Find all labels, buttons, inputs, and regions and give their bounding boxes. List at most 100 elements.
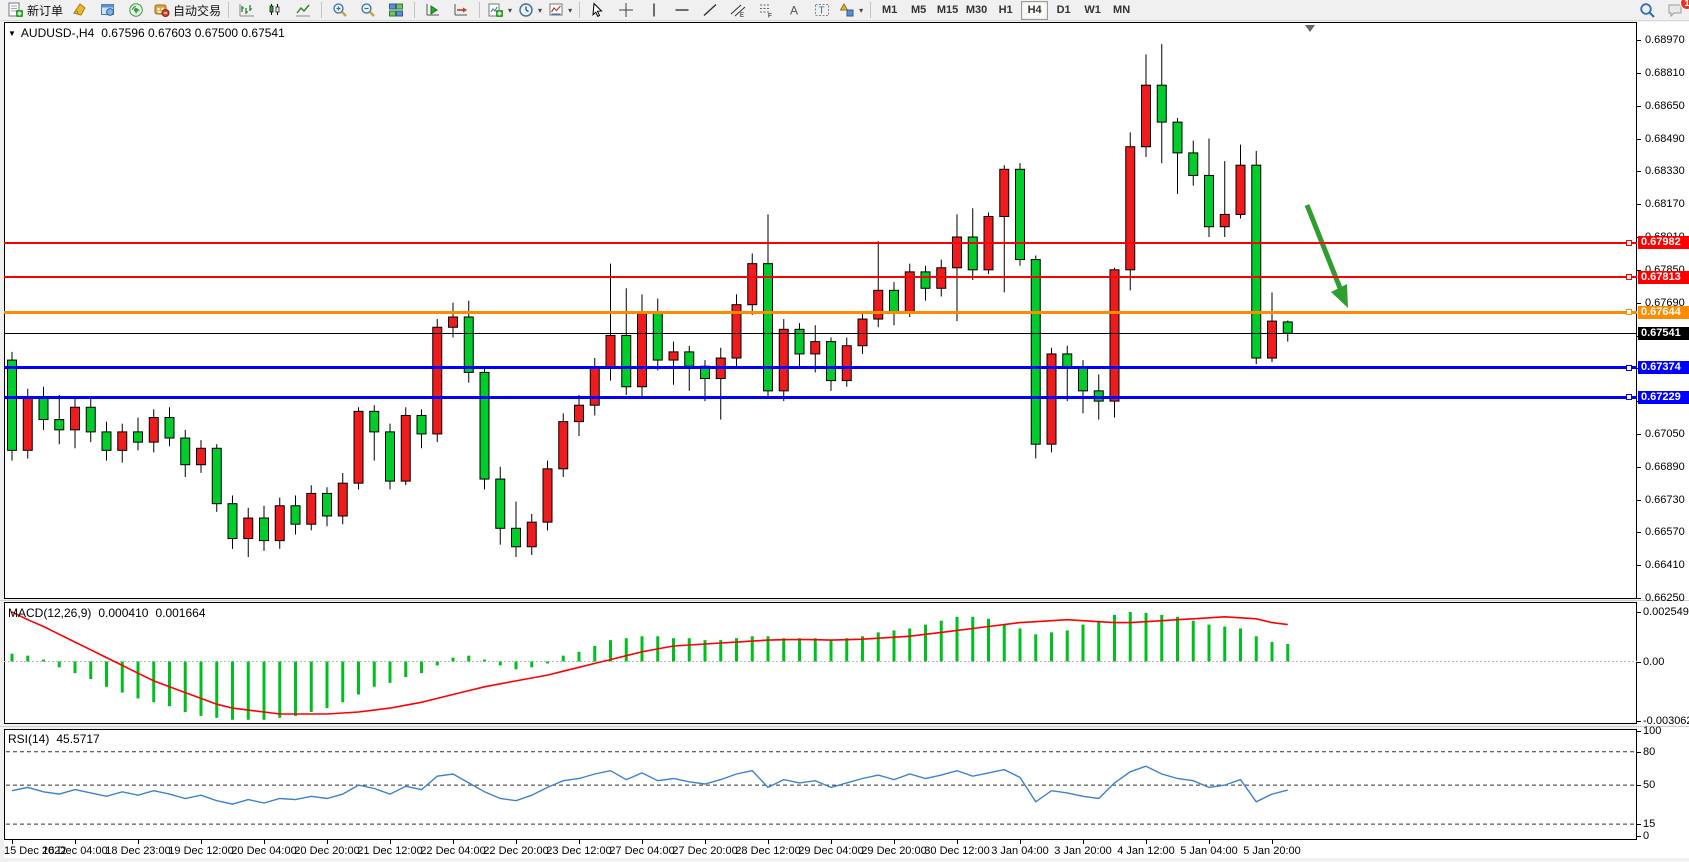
- line-handle[interactable]: [1626, 309, 1632, 316]
- candle: [873, 289, 884, 320]
- channel-button[interactable]: E: [724, 0, 752, 21]
- price-level-label: 0.67982: [1638, 236, 1689, 250]
- toolbar-separator: [228, 2, 230, 18]
- timeframe-m5[interactable]: M5: [910, 4, 927, 16]
- templates-button[interactable]: ▾: [545, 0, 575, 21]
- price-level-line[interactable]: [4, 241, 1637, 244]
- price-level-line[interactable]: [4, 332, 1637, 334]
- auto-trading-icon: [153, 2, 170, 18]
- auto-arrange-button[interactable]: [419, 0, 447, 21]
- bar-chart-icon: [239, 2, 255, 18]
- horizontal-line-button[interactable]: [668, 0, 696, 21]
- auto-trading-button[interactable]: 自动交易: [150, 0, 224, 21]
- candle: [70, 406, 80, 431]
- template-icon: [548, 2, 564, 18]
- line-handle[interactable]: [1626, 274, 1632, 281]
- periods-button[interactable]: ▾: [515, 0, 545, 21]
- time-label: 28 Dec 12:00: [735, 845, 801, 857]
- time-tick: [1146, 840, 1147, 844]
- candle: [511, 527, 521, 548]
- toolbar-separator: [870, 2, 872, 18]
- crosshair-button[interactable]: [612, 0, 640, 21]
- price-tick: [1637, 72, 1641, 74]
- candle: [652, 312, 663, 361]
- price-tick-label: 0.67050: [1645, 427, 1685, 440]
- signals-button[interactable]: [122, 0, 150, 21]
- price-level-line[interactable]: [4, 395, 1637, 399]
- time-axis[interactable]: [4, 840, 1637, 858]
- trend-arrow-annotation: [1304, 204, 1343, 289]
- trendline-icon: [702, 2, 718, 18]
- macd-tick-label: 0.002549: [1643, 606, 1689, 618]
- vertical-line-button[interactable]: [640, 0, 668, 21]
- timeframe-w1[interactable]: W1: [1084, 4, 1101, 16]
- price-level-line[interactable]: [4, 366, 1637, 369]
- time-label: 22 Dec 20:00: [483, 845, 549, 857]
- candle: [684, 351, 695, 367]
- timeframe-m30[interactable]: M30: [965, 4, 988, 16]
- toolbar-separator: [321, 2, 323, 18]
- symbol-dropdown-icon[interactable]: ▼: [8, 28, 16, 38]
- price-tick-label: 0.66570: [1645, 526, 1685, 539]
- line-chart-button[interactable]: [289, 0, 317, 21]
- rsi-tick-label: 100: [1643, 725, 1662, 737]
- chart-shift-button[interactable]: [447, 0, 475, 21]
- svg-text:E: E: [740, 13, 744, 18]
- timeframe-d1[interactable]: D1: [1056, 4, 1071, 16]
- zoom-out-button[interactable]: [354, 0, 382, 21]
- text-button[interactable]: A: [780, 0, 808, 21]
- candle: [1156, 84, 1167, 123]
- time-tick: [1272, 840, 1273, 844]
- main-chart-pane[interactable]: [4, 22, 1637, 599]
- candle: [38, 396, 49, 421]
- market-watch-button[interactable]: [66, 0, 94, 21]
- time-tick: [1083, 840, 1084, 844]
- bar-chart-button[interactable]: [233, 0, 261, 21]
- timeframe-h1[interactable]: H1: [998, 4, 1013, 16]
- toolbar-separator: [479, 2, 481, 18]
- notification-badge: 1: [1680, 0, 1689, 10]
- zoom-in-button[interactable]: [326, 0, 354, 21]
- candle: [180, 437, 191, 466]
- pane-splitter[interactable]: [0, 726, 1689, 727]
- vline-icon: [646, 2, 662, 18]
- time-label: 27 Dec 04:00: [609, 845, 675, 857]
- chart-shift-marker[interactable]: [1305, 25, 1315, 32]
- candle: [1030, 259, 1041, 445]
- line-handle[interactable]: [1626, 239, 1632, 246]
- rsi-tick: [1637, 836, 1641, 837]
- search-button[interactable]: [1633, 0, 1661, 21]
- channel-icon: E: [730, 2, 746, 18]
- price-tick-label: 0.68810: [1645, 66, 1685, 79]
- timeframe-h4[interactable]: H4: [1021, 0, 1049, 20]
- tile-windows-button[interactable]: [382, 0, 410, 21]
- candle: [463, 316, 474, 373]
- timeframe-m1[interactable]: M1: [881, 4, 898, 16]
- new-order-button[interactable]: 新订单: [4, 0, 66, 21]
- line-handle[interactable]: [1626, 364, 1632, 371]
- timeframe-m15[interactable]: M15: [936, 4, 959, 16]
- cursor-button[interactable]: [584, 0, 612, 21]
- trendline-button[interactable]: [696, 0, 724, 21]
- time-label: 29 Dec 20:00: [861, 845, 927, 857]
- rsi-tick-label: 15: [1643, 818, 1656, 831]
- price-axis[interactable]: [1637, 22, 1689, 858]
- rsi-pane[interactable]: [4, 729, 1637, 840]
- price-level-line[interactable]: [4, 276, 1637, 279]
- fibonacci-button[interactable]: F: [752, 0, 780, 21]
- candle: [117, 431, 128, 451]
- time-tick: [453, 840, 454, 844]
- price-level-label: 0.67374: [1638, 361, 1689, 374]
- price-level-line[interactable]: [4, 310, 1637, 314]
- pane-splitter[interactable]: [0, 600, 1689, 601]
- new-chart-button[interactable]: ▾: [484, 0, 515, 21]
- label-button[interactable]: T: [808, 0, 836, 21]
- chat-button[interactable]: 1: [1661, 0, 1689, 21]
- timeframe-mn[interactable]: MN: [1113, 4, 1131, 16]
- macd-canvas: [4, 611, 1637, 720]
- candle-chart-button[interactable]: [261, 0, 289, 21]
- shapes-button[interactable]: ▾: [836, 0, 866, 21]
- macd-pane[interactable]: [4, 602, 1637, 724]
- navigator-button[interactable]: [94, 0, 122, 21]
- line-handle[interactable]: [1626, 394, 1632, 401]
